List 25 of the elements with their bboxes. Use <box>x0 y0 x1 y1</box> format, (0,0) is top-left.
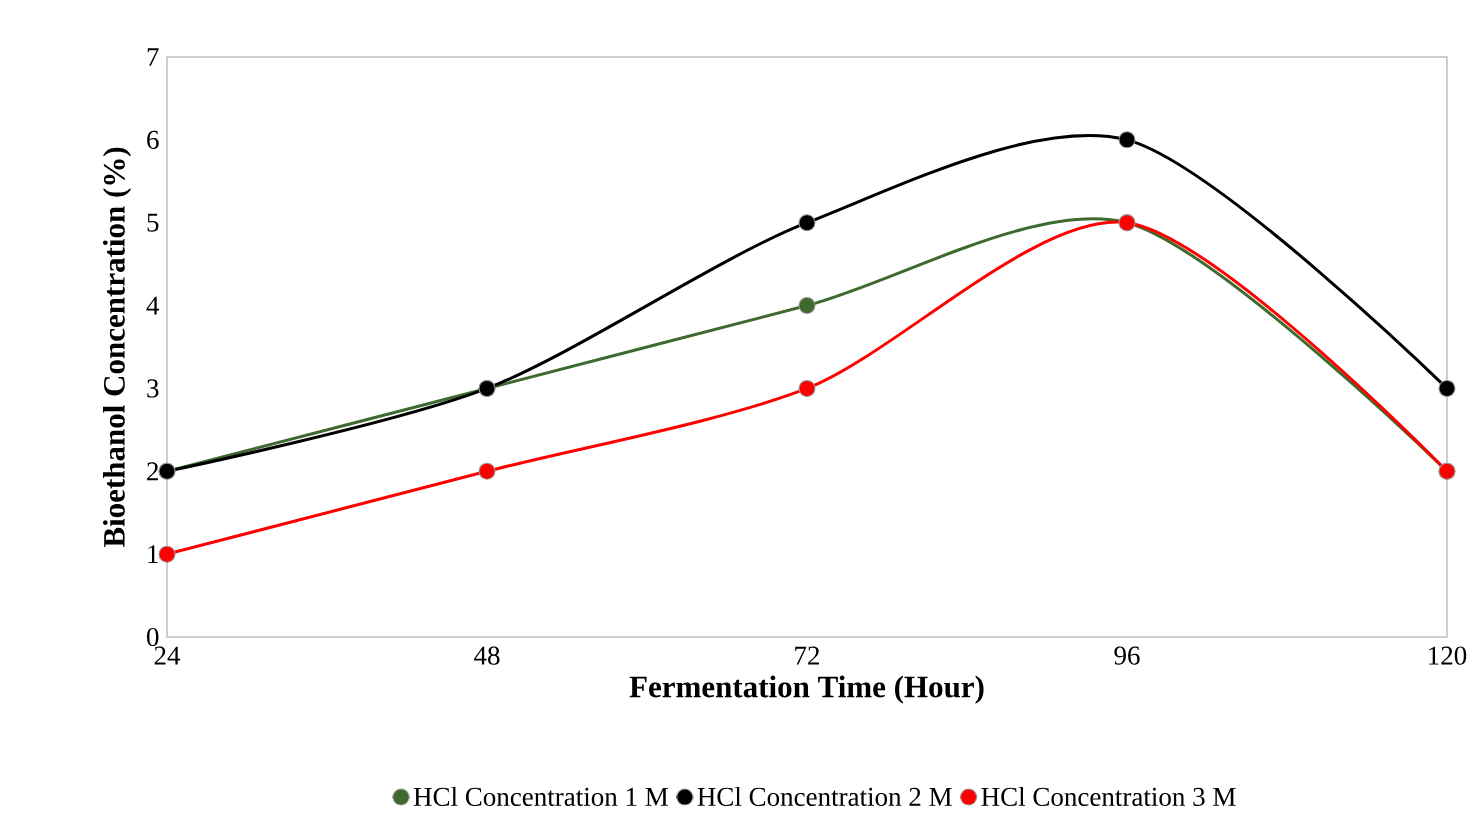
x-tick-label: 72 <box>795 646 819 665</box>
point <box>798 379 816 397</box>
y-axis-title: Bioethanol Concentration (%) <box>102 147 132 548</box>
legend-label: HCl Concentration 3 M <box>981 786 1236 806</box>
point <box>478 462 496 480</box>
legend-label: HCl Concentration 2 M <box>697 786 952 806</box>
y-tick-label: 5 <box>147 213 159 232</box>
x-tick-label: 120 <box>1429 646 1467 665</box>
y-tick-label: 1 <box>148 545 158 564</box>
x-tick-label: 96 <box>1114 646 1140 665</box>
point <box>158 545 176 563</box>
y-tick-label: 3 <box>147 379 159 398</box>
point <box>798 214 816 232</box>
y-tick-label: 7 <box>147 48 159 66</box>
legend-label: HCl Concentration 1 M <box>413 786 668 806</box>
x-tick-label: 24 <box>154 646 181 665</box>
y-tick-label: 0 <box>147 627 159 647</box>
point <box>798 297 816 315</box>
y-tick-label: 2 <box>147 462 158 481</box>
x-axis-title: Fermentation Time (Hour) <box>629 675 984 704</box>
x-tick-label: 48 <box>474 646 500 665</box>
y-tick-label: 6 <box>147 130 159 149</box>
y-tick-label: 4 <box>146 296 160 315</box>
point <box>1438 379 1456 397</box>
point <box>1118 131 1136 149</box>
